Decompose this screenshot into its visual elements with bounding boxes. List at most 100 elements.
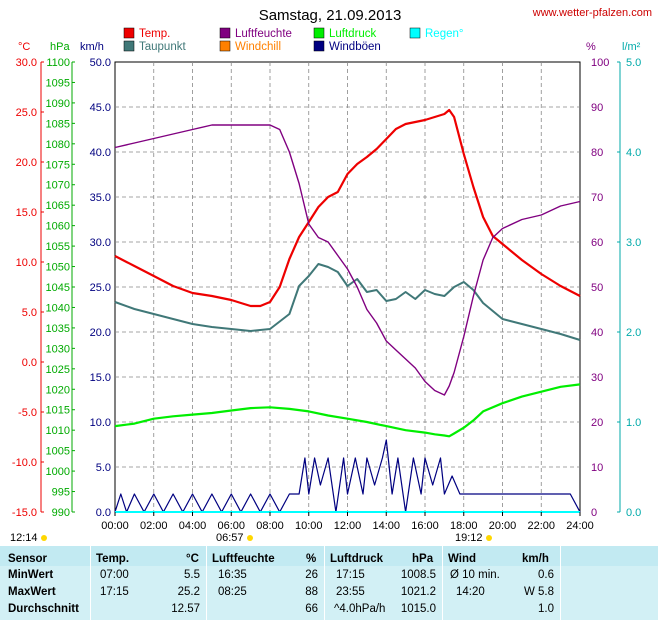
series-temp xyxy=(114,108,581,308)
legend-label: Windböen xyxy=(329,41,381,53)
pressure-tick-label: 1070 xyxy=(46,180,70,192)
sunset-icon xyxy=(486,535,492,541)
row-label-avg: Durchschnitt xyxy=(8,603,79,615)
legend-label: Regen° xyxy=(425,28,464,40)
legend-label: Temp. xyxy=(139,28,170,40)
sun-icon xyxy=(41,535,47,541)
avg-humidity-value: 66 xyxy=(305,603,318,615)
min-humidity-value: 26 xyxy=(305,569,318,581)
wind-tick-label: 15.0 xyxy=(90,372,111,384)
wind-tick-label: 5.0 xyxy=(96,462,111,474)
legend-swatch xyxy=(219,40,231,52)
legend-swatch xyxy=(123,40,135,52)
header-temp-unit: °C xyxy=(186,553,199,565)
pressure-tick-label: 1010 xyxy=(46,425,70,437)
pressure-tick-label: 1035 xyxy=(46,323,70,335)
wind-max-time: 14:20 xyxy=(456,586,485,598)
chart-title: Samstag, 21.09.2013 xyxy=(259,7,402,24)
pressure-tick-label: 1045 xyxy=(46,282,70,294)
humidity-tick-label: 90 xyxy=(591,102,603,114)
pressure-tick-label: 1015 xyxy=(46,405,70,417)
wind-avg-label: Ø 10 min. xyxy=(450,569,500,581)
temp-tick-label: 30.0 xyxy=(16,57,37,69)
sunrise-icon xyxy=(247,535,253,541)
humidity-tick-label: 70 xyxy=(591,192,603,204)
pressure-tick-label: 1085 xyxy=(46,118,70,130)
x-tick-label: 14:00 xyxy=(372,520,400,532)
min-humidity-time: 16:35 xyxy=(218,569,247,581)
sun-hours: 12:14 xyxy=(10,532,38,544)
wind-tick-label: 10.0 xyxy=(90,417,111,429)
humidity-tick-label: 40 xyxy=(591,327,603,339)
legend-label: Luftdruck xyxy=(329,28,377,40)
axes: 30.0 25.0 20.0 15.0 10.0 5.0 0.0 -5.0 -10.0 -15.0… xyxy=(12,57,641,519)
rain-tick-label: 5.0 xyxy=(626,57,641,69)
unit-wind: km/h xyxy=(80,41,104,53)
legend-swatch xyxy=(219,27,231,39)
row-label-min: MinWert xyxy=(8,569,54,581)
wind-tick-label: 40.0 xyxy=(90,147,111,159)
header-pressure: Luftdruck xyxy=(330,553,384,565)
legend-swatch xyxy=(409,27,421,39)
legend-label: Windchill xyxy=(235,41,281,53)
source-url[interactable]: www.wetter-pfalzen.com xyxy=(532,7,652,19)
pressure-tick-label: 1060 xyxy=(46,221,70,233)
series-luftfeuchte xyxy=(114,124,581,396)
series-taupunkt xyxy=(114,263,581,341)
x-tick-label: 20:00 xyxy=(489,520,517,532)
pressure-tick-label: 1090 xyxy=(46,98,70,110)
pressure-tick-label: 1075 xyxy=(46,159,70,171)
unit-temp: °C xyxy=(18,41,30,53)
x-tick-label: 18:00 xyxy=(450,520,478,532)
temp-tick-label: 10.0 xyxy=(16,257,37,269)
temp-tick-label: -15.0 xyxy=(12,507,37,519)
rain-tick-label: 1.0 xyxy=(626,417,641,429)
sunset-time: 19:12 xyxy=(455,532,483,544)
series-luftdruck xyxy=(114,383,581,438)
rain-tick-label: 3.0 xyxy=(626,237,641,249)
wind-max-value: W 5.8 xyxy=(523,586,554,598)
stats-header-row xyxy=(0,546,658,566)
humidity-tick-label: 30 xyxy=(591,372,603,384)
header-pressure-unit: hPa xyxy=(412,553,434,565)
pressure-tick-label: 1080 xyxy=(46,139,70,151)
avg-wind-value: 1.0 xyxy=(538,603,554,615)
x-tick-label: 24:00 xyxy=(566,520,594,532)
header-wind-unit: km/h xyxy=(522,553,549,565)
x-axis: 00:00 02:00 04:00 06:00 08:00 10:00 12:00 14:00… xyxy=(101,512,594,532)
col-divider xyxy=(90,546,91,620)
min-temp-time: 07:00 xyxy=(100,569,129,581)
min-pressure-value: 1008.5 xyxy=(400,569,436,581)
sunrise-time: 06:57 xyxy=(216,532,244,544)
temp-tick-label: 5.0 xyxy=(22,307,37,319)
humidity-tick-label: 0 xyxy=(591,507,597,519)
humidity-tick-label: 60 xyxy=(591,237,603,249)
legend-swatch xyxy=(313,40,325,52)
x-tick-label: 00:00 xyxy=(101,520,129,532)
header-sensor: Sensor xyxy=(8,553,47,565)
pressure-tick-label: 1005 xyxy=(46,446,70,458)
header-humidity-unit: % xyxy=(306,553,317,565)
legend-label: Luftfeuchte xyxy=(235,28,292,40)
max-humidity-value: 88 xyxy=(305,586,318,598)
max-pressure-time: 23:55 xyxy=(336,586,365,598)
min-temp-value: 5.5 xyxy=(184,569,200,581)
wind-avg-value: 0.6 xyxy=(538,569,554,581)
x-tick-label: 16:00 xyxy=(411,520,439,532)
unit-humidity: % xyxy=(586,41,596,53)
rain-tick-label: 4.0 xyxy=(626,147,641,159)
humidity-tick-label: 10 xyxy=(591,462,603,474)
x-tick-label: 06:00 xyxy=(217,520,245,532)
temp-tick-label: -10.0 xyxy=(12,457,37,469)
x-tick-label: 04:00 xyxy=(179,520,207,532)
wind-tick-label: 30.0 xyxy=(90,237,111,249)
max-temp-time: 17:15 xyxy=(100,586,129,598)
col-divider xyxy=(560,546,561,620)
temp-tick-label: 25.0 xyxy=(16,107,37,119)
avg-pressure-value: 1015.0 xyxy=(400,603,436,615)
wind-tick-label: 0.0 xyxy=(96,507,111,519)
pressure-tick-label: 1100 xyxy=(46,57,70,69)
weather-chart: Samstag, 21.09.2013 www.wetter-pfalzen.c… xyxy=(10,7,652,544)
max-temp-value: 25.2 xyxy=(177,586,200,598)
series-windben xyxy=(114,439,581,513)
